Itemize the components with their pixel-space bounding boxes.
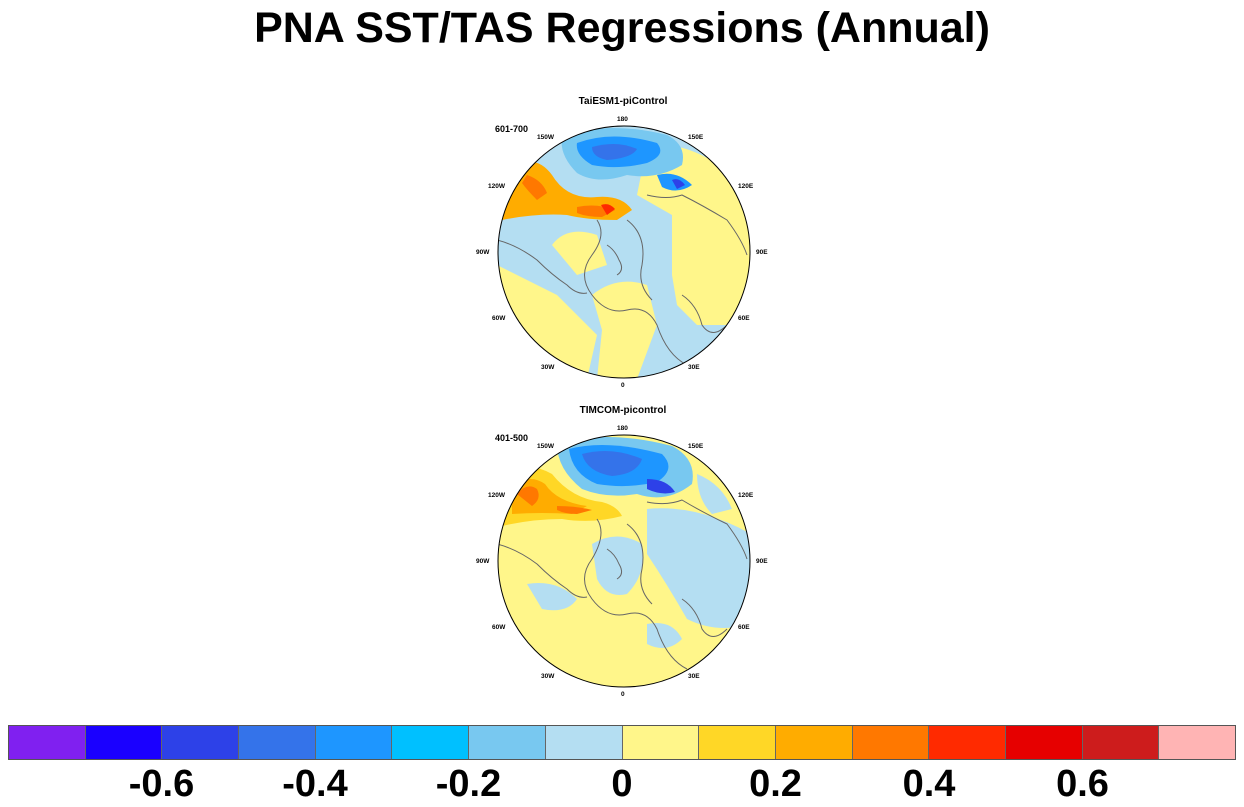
panel-2-lon-60e: 60E [738,624,750,631]
panel-2-lon-90e: 90E [756,558,768,565]
colorbar-box [1005,726,1083,759]
colorbar-tick-label: -0.2 [435,763,502,805]
panel-1-lon-120e: 120E [738,183,754,190]
panel-1-lon-60w: 60W [492,315,506,322]
panel-1-lon-150e: 150E [688,134,704,141]
colorbar-box [852,726,930,759]
colorbar-box [469,726,546,759]
panel-1-lon-60e: 60E [738,315,750,322]
panel-1-polar-map [497,125,751,379]
panel-1-lon-90w: 90W [476,249,490,256]
colorbar-tick-label: -0.6 [128,763,195,805]
colorbar-box [545,726,623,759]
colorbar-tick-label: 0.2 [749,763,802,805]
panel-2-period: 401-500 [495,433,529,443]
panel-2-polar-map [497,434,751,688]
colorbar-box [392,726,470,759]
panel-1-lon-30w: 30W [541,364,555,371]
panel-2-lon-150w: 150W [537,443,554,450]
panel-1-lon-180: 180 [617,116,628,123]
colorbar-box [315,726,393,759]
colorbar-tick-label: 0.4 [902,763,956,805]
panel-1-lon-0: 0 [621,382,625,389]
panel-2-lon-180: 180 [617,425,628,432]
panel-2-lon-30w: 30W [541,673,555,680]
main-title: PNA SST/TAS Regressions (Annual) [254,4,990,52]
panel-2-title: TIMCOM-picontrol [579,405,667,416]
colorbar [8,725,1236,760]
panel-2-lon-90w: 90W [476,558,490,565]
panel-2-lon-0: 0 [621,691,625,698]
colorbar-tick-label: 0.6 [1056,763,1109,805]
colorbar-box [1159,726,1235,759]
panel-1-title: TaiESM1-piControl [578,96,668,107]
colorbar-box [1082,726,1160,759]
colorbar-box [162,726,240,759]
panel-1-period: 601-700 [495,124,529,134]
panel-2-lon-120w: 120W [488,492,505,499]
colorbar-box [699,726,776,759]
panel-1-lon-150w: 150W [537,134,554,141]
panel-1-lon-90e: 90E [756,249,768,256]
panel-2-lon-60w: 60W [492,624,506,631]
panel-1-lon-120w: 120W [488,183,505,190]
panel-2-lon-30e: 30E [688,673,700,680]
colorbar-box [775,726,853,759]
colorbar-tick-label: 0 [611,763,633,805]
colorbar-box [929,726,1006,759]
colorbar-box [239,726,316,759]
panel-2-lon-120e: 120E [738,492,754,499]
panel-2-lon-150e: 150E [688,443,704,450]
panel-1-lon-30e: 30E [688,364,700,371]
colorbar-tick-label: -0.4 [282,763,348,805]
colorbar-box [9,726,86,759]
colorbar-box [85,726,163,759]
colorbar-box [622,726,700,759]
